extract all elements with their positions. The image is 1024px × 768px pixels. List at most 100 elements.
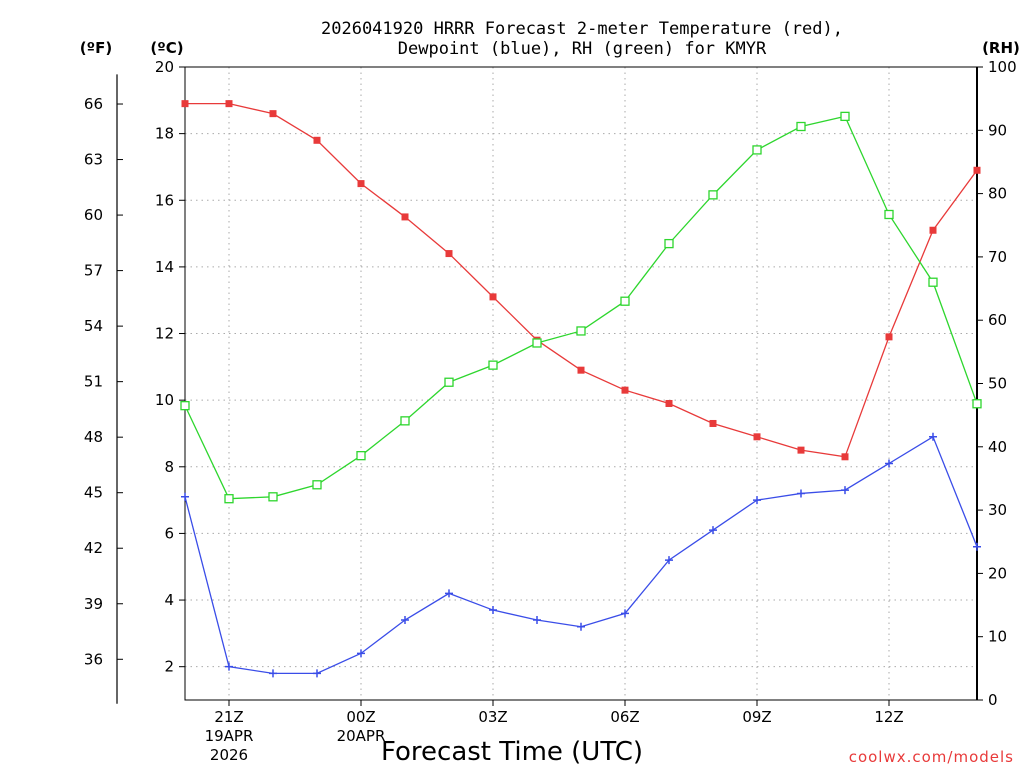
x-axis-label: Forecast Time (UTC) (381, 737, 643, 767)
temperature-point (841, 453, 849, 461)
time-tick-label: 03Z (478, 708, 507, 726)
celsius-tick-label: 10 (155, 391, 174, 409)
dewpoint-point (313, 669, 321, 678)
temperature-point (973, 166, 981, 174)
fahrenheit-tick-label: 57 (84, 262, 103, 280)
dewpoint-line (184, 435, 978, 674)
temperature-point (885, 333, 893, 341)
rh-point (356, 451, 366, 461)
dewpoint-point (665, 556, 673, 565)
rh-point (840, 111, 850, 122)
rh-tick-label: 30 (988, 501, 1007, 519)
rh-point (400, 416, 410, 426)
rh-point (180, 401, 190, 411)
chart-title-line-1: 2026041920 HRRR Forecast 2-meter Tempera… (321, 19, 843, 39)
rh-point (576, 326, 586, 336)
dewpoint-point (577, 622, 585, 631)
temperature-point (797, 446, 805, 454)
celsius-tick-label: 8 (164, 458, 174, 476)
celsius-tick-label: 20 (155, 58, 174, 76)
axes (116, 66, 978, 704)
rh-point (312, 480, 322, 490)
dewpoint-point (621, 609, 629, 618)
temperature-point (753, 433, 761, 441)
celsius-tick-label: 14 (155, 258, 174, 276)
rh-tick-label: 10 (988, 628, 1007, 646)
dewpoint-point (401, 616, 409, 625)
rh-axis: 0 10 20 30 40 50 60 70 80 90 100 (977, 58, 1017, 709)
rh-point (620, 296, 630, 306)
time-tick-label: 09Z (742, 708, 771, 726)
rh-tick-label: 60 (988, 311, 1007, 329)
dewpoint-point (181, 492, 189, 501)
dewpoint-point (533, 616, 541, 625)
grid-lines (185, 66, 977, 700)
dewpoint-point (489, 606, 497, 615)
rh-point (884, 209, 894, 220)
time-tick-date: 19APR (205, 727, 254, 745)
temperature-point (445, 250, 453, 258)
time-tick-label: 21Z (214, 708, 243, 726)
rh-axis-unit: (RH) (982, 39, 1020, 57)
time-tick-date: 20APR (337, 727, 386, 745)
dewpoint-point (973, 542, 981, 551)
fahrenheit-tick-label: 60 (84, 206, 103, 224)
temperature-point (225, 100, 233, 108)
rh-point (488, 360, 498, 370)
dewpoint-point (709, 526, 717, 535)
celsius-tick-label: 2 (164, 658, 174, 676)
dewpoint-point (753, 496, 761, 505)
fahrenheit-tick-label: 51 (84, 373, 103, 391)
celsius-tick-label: 18 (155, 125, 174, 143)
temperature-point (489, 293, 497, 301)
rh-tick-label: 20 (988, 564, 1007, 582)
source-credit: coolwx.com/models (849, 748, 1014, 766)
dewpoint-point (797, 489, 805, 498)
rh-tick-label: 70 (988, 248, 1007, 266)
fahrenheit-tick-label: 54 (84, 317, 103, 335)
rh-point (444, 377, 454, 387)
celsius-tick-label: 4 (164, 591, 174, 609)
temperature-point (181, 100, 189, 108)
chart-title-line-2: Dewpoint (blue), RH (green) for KMYR (398, 39, 767, 59)
temperature-series (181, 100, 981, 461)
time-tick-label: 00Z (346, 708, 375, 726)
time-tick-label: 06Z (610, 708, 639, 726)
dewpoint-point (357, 649, 365, 658)
time-tick-year: 2026 (210, 746, 248, 764)
rh-point (708, 190, 718, 200)
dewpoint-point (885, 459, 893, 468)
temperature-point (401, 213, 409, 221)
fahrenheit-tick-label: 48 (84, 428, 103, 446)
plot-frame (184, 66, 978, 701)
rh-point (928, 277, 938, 287)
fahrenheit-tick-label: 63 (84, 151, 103, 169)
fahrenheit-tick-label: 39 (84, 595, 103, 613)
temperature-point (313, 136, 321, 144)
temperature-point (357, 180, 365, 188)
rh-point (796, 121, 806, 132)
time-tick-label: 12Z (874, 708, 903, 726)
rh-tick-label: 40 (988, 438, 1007, 456)
rh-point (664, 238, 674, 249)
rh-tick-label: 90 (988, 121, 1007, 139)
celsius-axis: 2 4 6 8 10 12 14 16 18 20 (155, 58, 185, 676)
rh-tick-label: 80 (988, 185, 1007, 203)
temperature-point (665, 399, 673, 407)
dewpoint-point (841, 486, 849, 495)
celsius-axis-unit: (ºC) (150, 39, 183, 57)
rh-line (184, 115, 978, 500)
fahrenheit-axis: 36 39 42 45 48 51 54 57 60 63 66 (84, 95, 123, 668)
temperature-point (269, 110, 277, 118)
temperature-point (709, 419, 717, 427)
rh-series (180, 111, 982, 504)
rh-tick-label: 100 (988, 58, 1017, 76)
dewpoint-point (269, 669, 277, 678)
celsius-tick-label: 16 (155, 191, 174, 209)
data-series (180, 100, 982, 678)
rh-point (972, 399, 982, 409)
rh-tick-label: 50 (988, 375, 1007, 393)
rh-tick-label: 0 (988, 691, 998, 709)
